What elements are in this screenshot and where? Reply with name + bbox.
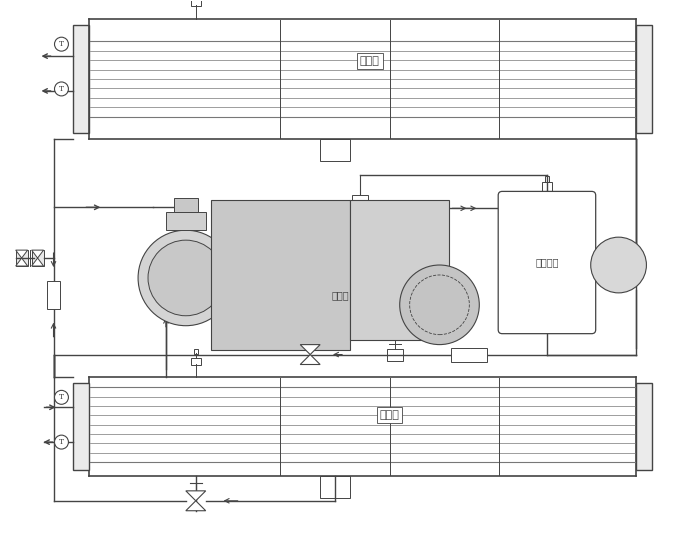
Polygon shape — [32, 258, 43, 266]
Circle shape — [159, 283, 173, 297]
Bar — [545, 177, 549, 183]
Polygon shape — [16, 258, 28, 266]
Polygon shape — [300, 354, 320, 365]
FancyBboxPatch shape — [498, 191, 596, 333]
Text: T: T — [59, 438, 64, 446]
Text: 冷凝器: 冷凝器 — [360, 56, 380, 66]
Bar — [47, 281, 61, 309]
Circle shape — [148, 240, 224, 316]
Circle shape — [591, 237, 647, 293]
Polygon shape — [32, 250, 43, 258]
Text: 压缩机: 压缩机 — [331, 290, 349, 300]
Bar — [194, 349, 197, 353]
Bar — [320, 139, 350, 161]
Polygon shape — [186, 491, 206, 501]
Bar — [191, 0, 201, 6]
Text: T: T — [59, 40, 64, 48]
Circle shape — [138, 230, 233, 326]
Bar — [451, 347, 487, 361]
Bar — [352, 195, 368, 207]
Circle shape — [54, 82, 68, 96]
Polygon shape — [16, 250, 28, 258]
Bar — [166, 212, 206, 230]
Bar — [350, 200, 449, 339]
Bar — [636, 383, 652, 470]
Bar — [636, 25, 652, 133]
Bar — [542, 183, 552, 192]
Polygon shape — [300, 345, 320, 354]
Bar — [174, 198, 197, 212]
Bar — [387, 349, 402, 360]
Bar — [16, 250, 28, 266]
Bar — [74, 383, 89, 470]
Circle shape — [400, 265, 480, 345]
Text: 油分离器: 油分离器 — [535, 258, 559, 267]
Bar — [191, 358, 201, 365]
Text: T: T — [59, 85, 64, 93]
Circle shape — [54, 435, 68, 449]
Bar — [211, 200, 350, 350]
Circle shape — [54, 37, 68, 51]
Bar — [32, 250, 43, 266]
Text: 蒸发器: 蒸发器 — [380, 410, 400, 420]
Bar — [320, 476, 350, 498]
Text: T: T — [59, 393, 64, 401]
Polygon shape — [186, 501, 206, 511]
Circle shape — [54, 390, 68, 404]
Bar — [74, 25, 89, 133]
